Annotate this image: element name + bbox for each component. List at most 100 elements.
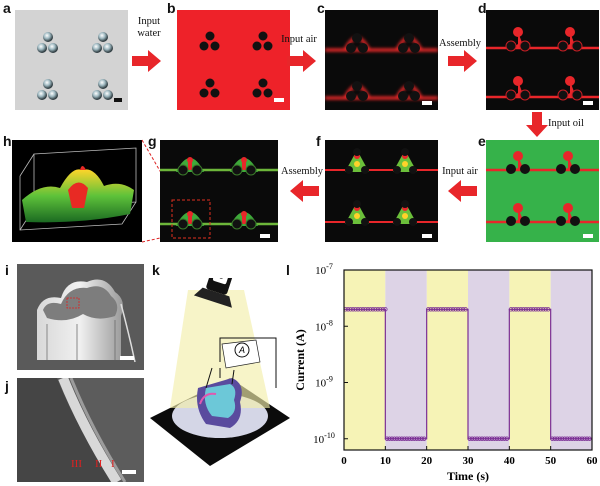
flashlight-icon [193, 278, 237, 308]
scale-bar [422, 234, 432, 238]
arrow-down-icon [526, 112, 548, 137]
photodetector-schematic: A [150, 278, 290, 466]
current-vs-time-plot: 0 10 20 30 40 50 60 10-7 10-8 10-9 10-10 Time (s)… [293, 262, 599, 483]
arrow-right-icon [448, 50, 477, 72]
trimer-tl [37, 32, 58, 53]
panel-k-device-schematic: A [150, 278, 290, 468]
y-tick-label: 10-8 [315, 318, 333, 333]
data-point [360, 307, 366, 312]
data-point [523, 307, 529, 312]
trimer-bl [37, 79, 58, 100]
ammeter-icon [234, 342, 250, 358]
scale-bar [274, 98, 284, 102]
light-off-band [385, 270, 427, 450]
data-point [541, 307, 546, 312]
data-point [455, 307, 461, 312]
panel-g-final-assembly [160, 140, 278, 242]
x-axis-label: Time (s) [447, 469, 489, 483]
light-off-band [468, 270, 510, 450]
panel-label-i: i [5, 262, 9, 278]
data-point [492, 436, 497, 441]
data-point [463, 307, 468, 312]
scale-bar [583, 101, 593, 105]
data-point [436, 307, 441, 312]
data-point [368, 307, 373, 312]
data-point [477, 436, 482, 441]
data-point [543, 307, 548, 312]
trimer-br [92, 79, 113, 100]
data-point [474, 436, 480, 441]
arrow-label-input-air-1: Input air [281, 34, 317, 45]
data-point [428, 307, 433, 312]
arrow-label-assembly-2: Assembly [281, 166, 323, 177]
data-point [557, 436, 562, 441]
panel-label-g: g [148, 133, 157, 149]
layer-label-i: I [111, 458, 115, 470]
x-tick-label: 0 [341, 455, 347, 467]
panel-label-f: f [316, 133, 321, 149]
data-point [373, 307, 378, 312]
data-point [387, 436, 392, 441]
data-point [421, 436, 427, 441]
data-point [499, 436, 505, 441]
data-point [587, 436, 592, 441]
data-point [426, 307, 431, 312]
arrow-left-icon [448, 180, 477, 202]
panel-label-j: j [5, 378, 9, 394]
x-tick-label: 50 [545, 455, 557, 467]
data-point [433, 307, 438, 312]
green-red-assembly-image [160, 157, 278, 239]
data-point [392, 436, 397, 441]
data-point [404, 436, 410, 441]
data-point [536, 307, 541, 312]
data-point [419, 436, 424, 441]
scale-bar [583, 234, 593, 238]
oil-green-image [486, 151, 599, 226]
x-tick-label: 40 [504, 455, 516, 467]
data-point [560, 436, 565, 441]
data-point [579, 436, 585, 441]
data-point [502, 436, 507, 441]
scale-bar [260, 234, 270, 238]
data-point [569, 436, 575, 441]
data-point [550, 436, 555, 441]
panel-a-micropillar-array [15, 10, 128, 110]
data-point [355, 307, 361, 312]
light-on-band [509, 270, 551, 450]
panel-d-assembly [486, 10, 599, 110]
data-point [565, 436, 570, 441]
data-point [380, 307, 386, 312]
x-tick-label: 20 [421, 455, 433, 467]
x-tick-label: 10 [380, 455, 392, 467]
panel-e-oil-filled [486, 140, 599, 242]
data-point [521, 307, 526, 312]
current-trace-line [344, 308, 592, 440]
data-point [407, 436, 412, 441]
panel-j-sem-wall-zoom: III II I [17, 378, 144, 482]
data-point [518, 307, 524, 312]
data-point [365, 307, 371, 312]
data-point [511, 307, 516, 312]
data-point [489, 436, 495, 441]
air-liquid-film-image [325, 33, 438, 101]
panel-label-e: e [478, 133, 486, 149]
data-point [577, 436, 582, 441]
data-point [567, 436, 572, 441]
x-tick-label: 60 [587, 455, 599, 467]
data-point [526, 307, 531, 312]
data-point [412, 436, 417, 441]
data-point [508, 307, 514, 312]
data-point [358, 307, 363, 312]
data-point [417, 436, 422, 441]
layer-label-ii: II [95, 458, 103, 470]
data-point [472, 436, 477, 441]
data-point [533, 307, 538, 312]
data-point [394, 436, 400, 441]
y-axis-label: Current (A) [293, 329, 307, 390]
panel-h-3d-reconstruction [12, 140, 142, 242]
data-point [353, 307, 358, 312]
water-pillar-image [199, 31, 273, 98]
data-point [438, 307, 443, 312]
data-point [448, 307, 453, 312]
data-point [440, 307, 446, 312]
